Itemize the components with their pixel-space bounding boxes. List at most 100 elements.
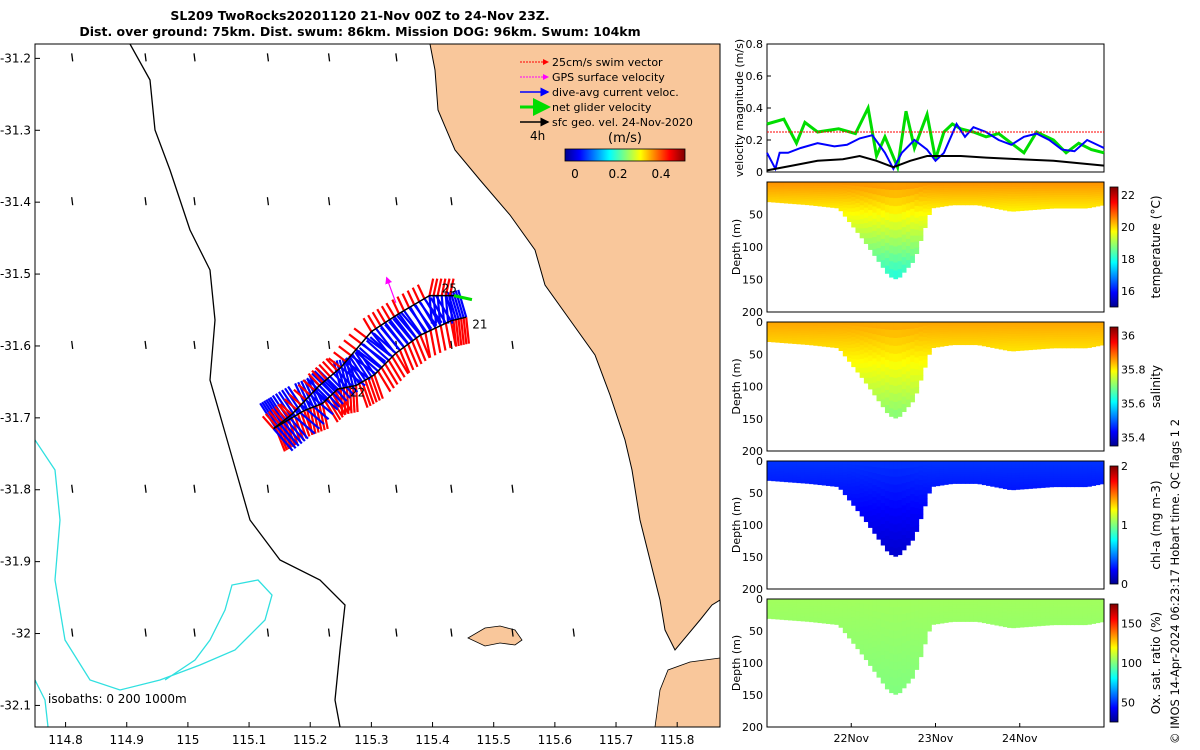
heatmap-cell	[779, 182, 785, 185]
heatmap-cell	[990, 205, 995, 209]
heatmap-cell	[767, 196, 772, 199]
depth-tick-label: 200	[742, 583, 763, 596]
heatmap-cell	[880, 475, 886, 483]
heatmap-cell	[792, 599, 797, 602]
heatmap-cell	[897, 205, 903, 215]
heatmap-cell	[813, 476, 819, 479]
heatmap-cell	[960, 608, 966, 611]
heatmap-cell	[1002, 601, 1008, 605]
heatmap-cell	[914, 199, 920, 207]
heatmap-cell	[998, 197, 1004, 201]
heatmap-cell	[956, 472, 962, 475]
heatmap-cell	[931, 471, 936, 475]
heatmap-cell	[821, 328, 827, 331]
heatmap-cell	[851, 208, 856, 213]
heatmap-cell	[918, 475, 924, 481]
heatmap-cell	[796, 477, 802, 480]
heatmap-cell	[834, 194, 840, 198]
heatmap-cell	[851, 355, 856, 360]
heatmap-cell	[1011, 599, 1017, 602]
heatmap-cell	[977, 335, 983, 338]
heatmap-cell	[1007, 617, 1012, 621]
heatmap-cell	[927, 182, 932, 186]
heatmap-cell	[788, 201, 793, 204]
heatmap-cell	[910, 665, 915, 673]
heatmap-cell	[817, 191, 823, 195]
heatmap-cell	[863, 481, 869, 487]
heatmap-cell	[813, 339, 819, 342]
heatmap-cell	[1049, 343, 1054, 347]
heatmap-cell	[851, 185, 856, 190]
heatmap-cell	[1036, 605, 1042, 609]
heatmap-cell	[809, 461, 814, 464]
heatmap-cell	[851, 624, 856, 630]
heatmap-cell	[1074, 480, 1080, 483]
heatmap-cell	[834, 182, 840, 185]
heatmap-cell	[872, 212, 878, 220]
heatmap-cell	[1028, 608, 1033, 611]
heatmap-cell	[948, 189, 953, 193]
variable-label: Ox. sat. ratio (%)	[1149, 612, 1163, 714]
heatmap-cell	[851, 336, 856, 342]
heatmap-cell	[1036, 337, 1042, 341]
heatmap-cell	[897, 599, 903, 608]
heatmap-cell	[792, 607, 797, 611]
heatmap-cell	[821, 599, 827, 602]
colorbar-label: (m/s)	[608, 131, 642, 146]
heatmap-cell	[906, 385, 911, 394]
heatmap-cell	[779, 615, 785, 619]
heatmap-cell	[847, 461, 852, 465]
swim-vector	[416, 284, 426, 300]
heatmap-cell	[897, 369, 903, 378]
heatmap-cell	[859, 621, 865, 627]
heatmap-cell	[1023, 205, 1029, 209]
heatmap-cell	[1011, 625, 1017, 629]
swim-vector	[385, 302, 396, 318]
heatmap-cell	[1023, 182, 1029, 185]
heatmap-cell	[825, 204, 831, 208]
heatmap-cell	[1019, 610, 1025, 614]
heatmap-cell	[973, 462, 979, 466]
heatmap-cell	[855, 611, 861, 617]
heatmap-cell	[960, 183, 966, 187]
heatmap-cell	[1053, 330, 1059, 334]
heatmap-cell	[1082, 201, 1088, 205]
net-glider-vector	[453, 294, 473, 302]
heatmap-cell	[872, 370, 878, 378]
heatmap-cell	[1078, 616, 1084, 619]
heatmap-cell	[1078, 469, 1084, 473]
heatmap-cell	[1007, 610, 1012, 614]
heatmap-cell	[960, 202, 966, 206]
heatmap-cell	[817, 620, 823, 624]
heatmap-cell	[1070, 339, 1076, 342]
heatmap-cell	[830, 334, 835, 338]
heatmap-cell	[1091, 607, 1097, 610]
heatmap-cell	[981, 322, 987, 325]
heatmap-cell	[998, 326, 1004, 330]
heatmap-cell	[893, 377, 899, 387]
heatmap-cell	[964, 472, 970, 475]
heatmap-cell	[939, 611, 945, 614]
heatmap-cell	[994, 469, 1000, 473]
heatmap-cell	[1019, 189, 1025, 192]
heatmap-cell	[1053, 345, 1059, 349]
heatmap-cell	[817, 602, 823, 606]
heatmap-cell	[973, 331, 979, 334]
heatmap-cell	[821, 463, 827, 466]
heatmap-cell	[1028, 326, 1033, 330]
heatmap-cell	[813, 618, 819, 621]
heatmap-cell	[775, 190, 781, 193]
heatmap-cell	[838, 615, 844, 619]
heatmap-cell	[1015, 343, 1021, 347]
heatmap-cell	[1087, 192, 1092, 196]
heatmap-cell	[804, 602, 810, 606]
heatmap-cell	[922, 606, 928, 611]
heatmap-cell	[804, 477, 810, 481]
heatmap-cell	[876, 215, 882, 223]
heatmap-cell	[1019, 620, 1025, 623]
heatmap-cell	[1040, 607, 1046, 611]
heatmap-cell	[1078, 613, 1084, 617]
heatmap-cell	[1049, 326, 1054, 329]
heatmap-cell	[960, 600, 966, 604]
heatmap-cell	[1049, 330, 1054, 334]
